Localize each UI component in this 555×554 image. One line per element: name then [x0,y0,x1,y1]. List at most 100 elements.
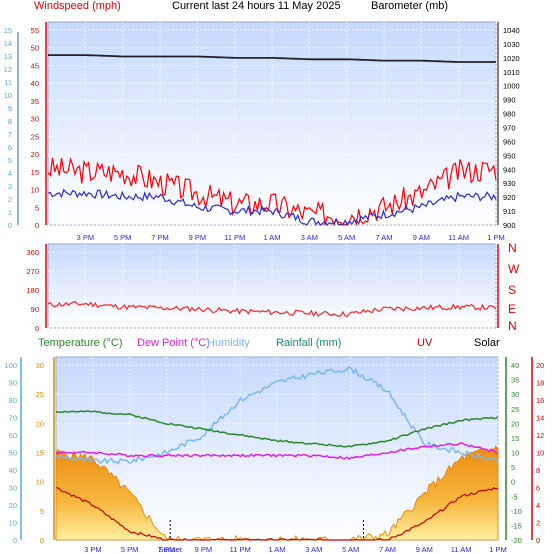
temp-right-tick: 35 [511,376,519,385]
uv-far-right-tick: 12 [536,431,544,440]
wind-far-left-tick: 10 [4,91,12,100]
solar-left-tick: 5 [40,507,44,516]
temp-right-tick: 25 [511,405,519,414]
temp-right-tick: 10 [511,449,519,458]
wind-left-tick: 30 [31,115,39,124]
wind-far-left-tick: 1 [8,208,12,217]
baro-right-tick: 1030 [503,40,520,49]
humidity-far-left-tick: 10 [9,519,17,528]
baro-right-tick: 970 [503,124,516,133]
dir-compass-labels: N W S E N [508,242,528,334]
wind-far-left-tick: 0 [8,221,12,230]
wind-far-left-tick: 6 [8,143,12,152]
uv-far-right-tick: 8 [536,466,540,475]
uv-far-right-tick: 2 [536,519,540,528]
x-tick-label: 11 AM [448,233,469,242]
wind-left-tick: 40 [31,79,39,88]
solar-left-tick: 0 [40,536,44,545]
wind-far-left-tick: 8 [8,117,12,126]
compass-s: S [508,283,517,297]
wind-left-tick: 10 [31,186,39,195]
baro-right-tick: 1040 [503,26,520,35]
wind-left-tick: 55 [31,26,39,35]
x-tick-label: 3 PM [84,545,102,554]
uv-far-right-tick: 16 [536,396,544,405]
baro-right-tick: 1000 [503,82,520,91]
x-tick-label: 1 PM [487,233,505,242]
wind-far-left-tick: 2 [8,195,12,204]
humidity-series-line [55,365,499,465]
gust-series-line [47,157,497,227]
temp-right-tick: -20 [511,536,522,545]
baro-series-line [48,54,496,63]
barometer-axis-title: Barometer (mb) [371,0,449,12]
wind-far-left-tick: 7 [8,130,12,139]
x-tick-label: 9 PM [195,545,213,554]
wind-left-tick: 35 [31,97,39,106]
humidity-far-left-tick: 20 [9,501,17,510]
temp-right-tick: -5 [511,492,518,501]
wind-far-left-tick: 5 [8,156,12,165]
baro-right-tick: 900 [503,221,516,230]
legend-uv: UV [417,337,433,349]
baro-right-tick: 930 [503,179,516,188]
x-tick-label: 11 AM [451,545,472,554]
solar-left-tick: 20 [36,419,44,428]
uv-far-right-tick: 4 [536,501,540,510]
temp-right-tick: 30 [511,390,519,399]
compass-w: W [508,262,520,276]
solar-left-tick: 25 [36,390,44,399]
compass-e: E [508,302,517,316]
x-tick-label: 5 PM [114,233,132,242]
chart-title: Current last 24 hours 11 May 2025 [172,0,341,12]
baro-right-tick: 990 [503,96,516,105]
solar-left-tick: 15 [36,449,44,458]
temp-right-tick: 20 [511,419,519,428]
dir-left-tick: 180 [26,286,39,295]
x-tick-label: 11 PM [224,233,245,242]
legend-humidity: Humidity [207,337,250,349]
temp-right-tick: 0 [511,478,515,487]
x-tick-label: 5 AM [342,545,359,554]
wind-series-line [47,188,497,227]
x-tick-label: 5 AM [338,233,355,242]
wind-far-left-tick: 14 [4,39,12,48]
humidity-far-left-tick: 60 [9,431,17,440]
wind-left-tick: 15 [31,168,39,177]
wind-far-left-tick: 13 [4,52,12,61]
baro-right-tick: 1020 [503,54,520,63]
uv-series-line [55,487,499,541]
uv-far-right-tick: 18 [536,379,544,388]
wind-far-left-tick: 3 [8,182,12,191]
dir-left-tick: 0 [35,324,39,333]
x-tick-label: 3 AM [305,545,322,554]
wind-far-left-tick: 15 [4,26,12,35]
uv-far-right-tick: 20 [536,361,544,370]
temperature-series-line [55,410,499,448]
humidity-far-left-tick: 50 [9,449,17,458]
wind-far-left-tick: 9 [8,104,12,113]
baro-right-tick: 1010 [503,68,520,77]
x-tick-label: 5 PM [121,545,139,554]
legend-solar: Solar [474,337,500,349]
uv-far-right-tick: 10 [536,449,544,458]
x-tick-label: 1 AM [268,545,285,554]
temp-right-tick: -15 [511,521,522,530]
wind-far-left-tick: 4 [8,169,12,178]
dewpoint-series-line [55,442,499,460]
compass-n-top: N [508,241,517,255]
uv-far-right-tick: 0 [536,536,540,545]
humidity-far-left-tick: 100 [4,361,17,370]
x-tick-label: 9 PM [189,233,207,242]
x-tick-label: 3 PM [77,233,95,242]
uv-far-right-tick: 14 [536,414,544,423]
baro-right-tick: 950 [503,151,516,160]
compass-n-bottom: N [508,319,517,333]
wind-left-tick: 20 [31,150,39,159]
sunset-label: Sunset [159,545,183,554]
wind-far-left-tick: 11 [4,78,12,87]
dir-left-tick: 90 [31,305,39,314]
wind-left-tick: 0 [35,221,39,230]
humidity-far-left-tick: 0 [13,536,17,545]
winddir-series-line [47,300,497,318]
